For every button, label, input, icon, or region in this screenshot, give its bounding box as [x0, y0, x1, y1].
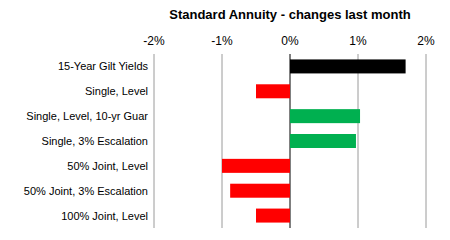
category-label: Single, Level, 10-yr Guar: [26, 110, 148, 122]
grid-line: [222, 54, 223, 228]
grid-line: [154, 54, 155, 228]
tick-label: 1%: [349, 34, 367, 48]
grid-line: [426, 54, 427, 228]
bar: [230, 184, 290, 198]
tick-label: -2%: [143, 34, 165, 48]
tick-label: 2%: [417, 34, 435, 48]
category-label: Single, Level: [85, 85, 148, 97]
chart-container: Standard Annuity - changes last month -2%…: [0, 0, 450, 240]
category-label: 15-Year Gilt Yields: [58, 60, 149, 72]
bar: [256, 84, 290, 98]
bar: [290, 109, 360, 123]
bars: [222, 59, 406, 222]
bar: [256, 209, 290, 223]
category-label: Single, 3% Escalation: [42, 135, 148, 147]
tick-label: -1%: [211, 34, 233, 48]
category-label: 50% Joint, 3% Escalation: [24, 185, 148, 197]
grid-line: [358, 54, 359, 228]
category-label: 50% Joint, Level: [67, 160, 148, 172]
category-label: 100% Joint, Level: [61, 210, 148, 222]
tick-label: 0%: [281, 34, 299, 48]
title: Standard Annuity - changes last month: [169, 7, 411, 22]
chart-svg: Standard Annuity - changes last month -2%…: [0, 0, 450, 240]
bar: [222, 159, 290, 173]
bar: [290, 59, 406, 73]
bar: [290, 134, 356, 148]
